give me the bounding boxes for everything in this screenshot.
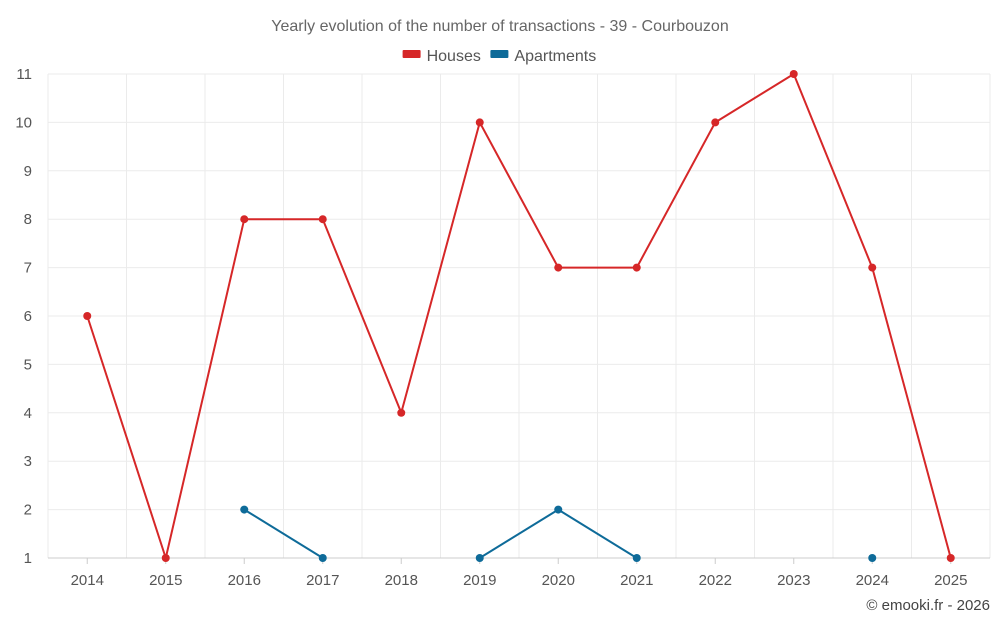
x-tick-label: 2016	[228, 572, 261, 589]
data-point[interactable]	[632, 554, 641, 562]
data-point[interactable]	[240, 505, 249, 514]
y-tick-label: 8	[24, 211, 32, 228]
series-apartments	[240, 505, 877, 562]
y-tick-label: 3	[24, 453, 32, 470]
data-point[interactable]	[83, 312, 92, 320]
gridlines	[47, 73, 991, 559]
x-axis-ticks: 2014 2015 2016 2017 2018 2019 2020 2021 2022 2023…	[48, 557, 990, 589]
y-tick-label: 1	[24, 550, 32, 567]
legend-swatch	[490, 50, 509, 58]
data-point[interactable]	[240, 215, 249, 224]
x-tick-label: 2022	[699, 572, 732, 589]
data-point[interactable]	[554, 263, 563, 272]
data-point[interactable]	[946, 554, 955, 562]
y-tick-label: 7	[24, 260, 32, 277]
data-point[interactable]	[868, 554, 877, 562]
y-tick-label: 11	[16, 66, 32, 83]
legend-label: Houses	[427, 48, 481, 65]
series-layer	[83, 70, 955, 562]
data-point[interactable]	[711, 118, 720, 127]
data-point[interactable]	[318, 554, 327, 562]
data-point[interactable]	[632, 263, 641, 272]
data-point[interactable]	[475, 118, 484, 127]
x-tick-label: 2015	[149, 572, 182, 589]
legend: Houses Apartments	[402, 48, 596, 65]
x-tick-label: 2014	[71, 572, 104, 589]
y-tick-label: 6	[24, 308, 32, 325]
chart-title: Yearly evolution of the number of transa…	[271, 18, 728, 35]
x-tick-label: 2023	[777, 572, 810, 589]
series-houses	[83, 70, 955, 562]
legend-swatch	[402, 50, 421, 58]
data-point[interactable]	[161, 554, 170, 562]
x-tick-label: 2021	[620, 572, 653, 589]
legend-item-houses[interactable]: Houses	[402, 48, 481, 65]
series-line	[86, 73, 952, 559]
x-tick-label: 2017	[306, 572, 339, 589]
x-tick-label: 2024	[856, 572, 889, 589]
data-point[interactable]	[789, 70, 798, 78]
data-point[interactable]	[868, 263, 877, 272]
data-point[interactable]	[554, 505, 563, 514]
legend-label: Apartments	[514, 48, 596, 65]
y-tick-label: 9	[24, 163, 32, 180]
y-tick-label: 4	[24, 405, 32, 422]
legend-item-apartments[interactable]: Apartments	[490, 48, 596, 65]
credit-text: © emooki.fr - 2026	[866, 597, 990, 614]
data-point[interactable]	[397, 408, 406, 417]
y-tick-label: 10	[15, 114, 32, 131]
data-point[interactable]	[318, 215, 327, 224]
y-tick-label: 5	[24, 356, 32, 373]
x-tick-label: 2020	[542, 572, 575, 589]
y-axis-ticks: 1 2 3 4 5 6 7 8 9 10 11	[15, 66, 32, 567]
y-tick-label: 2	[24, 502, 32, 519]
x-tick-label: 2025	[934, 572, 967, 589]
series-line	[243, 508, 324, 559]
series-line	[479, 508, 638, 559]
x-tick-label: 2018	[385, 572, 418, 589]
x-tick-label: 2019	[463, 572, 496, 589]
data-point[interactable]	[475, 554, 484, 562]
